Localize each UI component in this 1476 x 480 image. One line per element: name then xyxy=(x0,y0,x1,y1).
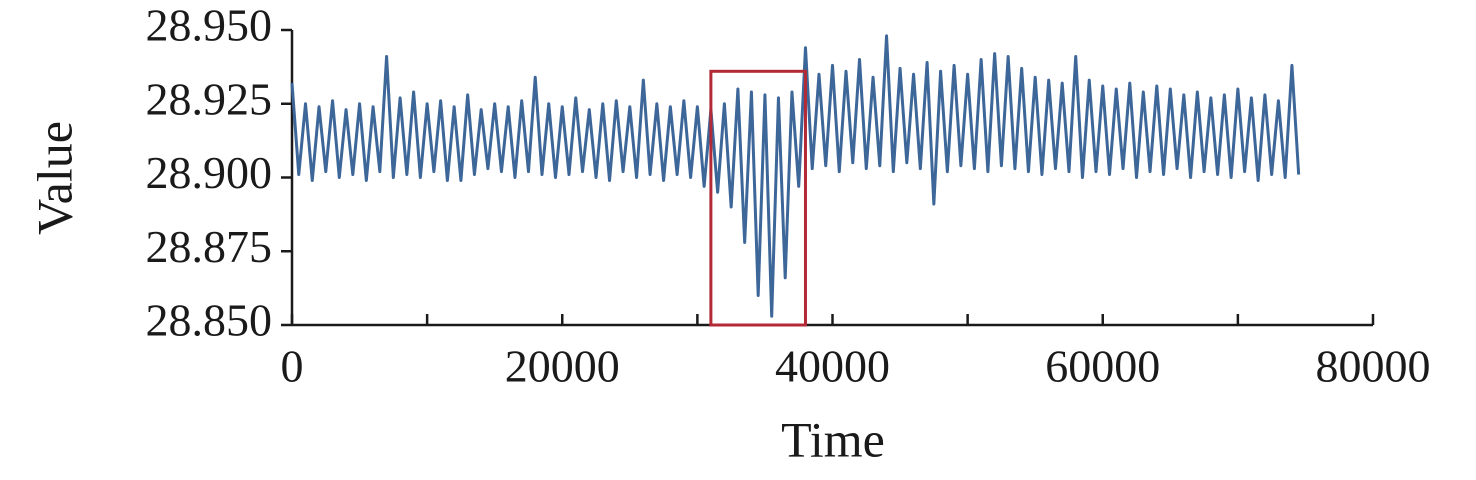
x-tick-label: 20000 xyxy=(505,341,620,392)
x-tick-label: 40000 xyxy=(775,341,890,392)
x-tick-label: 0 xyxy=(281,341,304,392)
y-tick-label: 28.900 xyxy=(146,147,273,198)
x-tick-label: 60000 xyxy=(1045,341,1160,392)
y-tick-label: 28.925 xyxy=(146,73,273,124)
x-axis-title: Time xyxy=(781,411,885,467)
data-line xyxy=(290,34,1301,318)
y-tick-label: 28.875 xyxy=(146,221,273,272)
y-tick-label: 28.850 xyxy=(146,295,273,346)
y-tick-label: 28.950 xyxy=(146,0,273,51)
y-axis-title: Value xyxy=(26,121,82,235)
x-tick-label: 80000 xyxy=(1316,341,1431,392)
highlight-box xyxy=(709,69,807,327)
